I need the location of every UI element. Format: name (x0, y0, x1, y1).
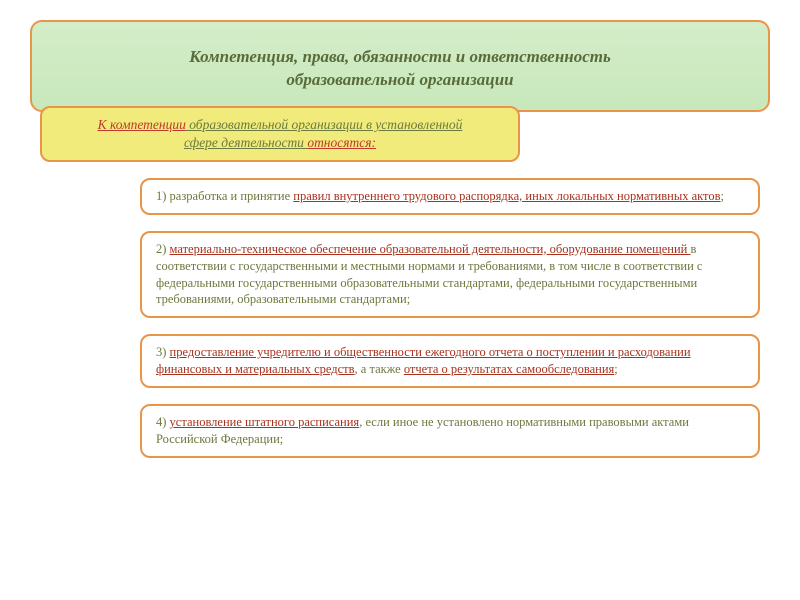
item-num: 1) (156, 189, 170, 203)
subtitle-lead: К компетенции (98, 117, 186, 132)
item-pre: разработка и принятие (170, 189, 294, 203)
item-num: 3) (156, 345, 170, 359)
title-box: Компетенция, права, обязанности и ответс… (30, 20, 770, 112)
item-1: 1) разработка и принятие правил внутренн… (140, 178, 760, 215)
item-post: ; (721, 189, 724, 203)
title-text: Компетенция, права, обязанности и ответс… (52, 46, 748, 92)
item-post: ; (614, 362, 617, 376)
item-ul: установление штатного расписания (170, 415, 360, 429)
item-4: 4) установление штатного расписания, есл… (140, 404, 760, 458)
title-line1: Компетенция, права, обязанности и ответс… (189, 47, 611, 66)
item-2: 2) материально-техническое обеспечение о… (140, 231, 760, 319)
item-num: 4) (156, 415, 170, 429)
subtitle-rest1: образовательной организации в установлен… (186, 117, 463, 132)
subtitle-rest2: сфере деятельности (184, 135, 307, 150)
subtitle-tail: относятся: (307, 135, 376, 150)
item-num: 2) (156, 242, 170, 256)
item-ul: материально-техническое обеспечение обра… (170, 242, 691, 256)
title-line2: образовательной организации (286, 70, 513, 89)
item-3: 3) предоставление учредителю и обществен… (140, 334, 760, 388)
item-mid: , а также (355, 362, 404, 376)
item-ul2: отчета о результатах самообследования (404, 362, 614, 376)
item-ul: правил внутреннего трудового распорядка,… (293, 189, 720, 203)
subtitle-box: К компетенции образовательной организаци… (40, 106, 520, 162)
